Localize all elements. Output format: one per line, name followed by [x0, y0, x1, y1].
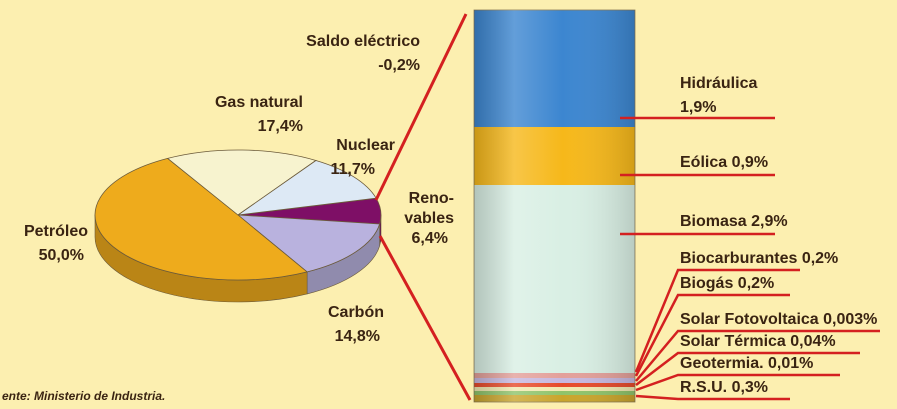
leader-biogas: [634, 293, 790, 377]
label-solar-fotovoltaica: Solar Fotovoltaica 0,003%: [680, 311, 877, 328]
label-biomasa: Biomasa 2,9%: [680, 213, 788, 230]
label-nuclear: Nuclear: [336, 137, 395, 154]
label-hidraulica: Hidráulica: [680, 75, 757, 92]
label-renovables-line1: Reno-: [409, 190, 454, 207]
pie-slice-gas-natural: [166, 149, 317, 216]
pie-top: [94, 149, 382, 281]
leader-biocarburantes: [634, 268, 800, 373]
value-carbon: 14,8%: [335, 328, 380, 345]
label-carbon: Carbón: [328, 304, 384, 321]
source-note: ente: Ministerio de Industria.: [2, 389, 165, 403]
label-gas-natural: Gas natural: [215, 94, 303, 111]
leader-solar-fotovoltaica: [635, 329, 880, 382]
leader-lines: [620, 116, 880, 401]
connector-line-bottom: [378, 235, 472, 401]
label-rsu: R.S.U. 0,3%: [680, 379, 768, 396]
value-hidraulica: 1,9%: [680, 99, 716, 116]
label-geotermia: Geotermia. 0,01%: [680, 355, 813, 372]
label-renovables-line2: vables: [404, 210, 454, 227]
label-biocarburantes: Biocarburantes 0,2%: [680, 250, 838, 267]
value-nuclear: 11,7%: [331, 161, 375, 178]
pie-slice-petroleo: [94, 157, 308, 281]
pie-slice-nuclear: [237, 160, 377, 216]
pie-slice-carbon: [236, 214, 381, 273]
leader-rsu: [635, 394, 790, 401]
leader-geotermia: [635, 373, 840, 392]
value-petroleo: 50,0%: [39, 247, 84, 264]
label-eolica: Eólica 0,9%: [680, 154, 768, 171]
value-renovables: 6,4%: [412, 230, 448, 247]
label-saldo-electrico: Saldo eléctrico: [306, 33, 420, 50]
label-solar-termica: Solar Térmica 0,04%: [680, 333, 836, 350]
label-biogas: Biogás 0,2%: [680, 275, 774, 292]
value-saldo-electrico: -0,2%: [378, 57, 420, 74]
connector-line-top: [374, 13, 468, 201]
label-petroleo: Petróleo: [24, 223, 88, 240]
value-gas-natural: 17,4%: [258, 118, 303, 135]
bar-shading: [474, 10, 635, 402]
leader-solar-termica: [635, 351, 860, 386]
